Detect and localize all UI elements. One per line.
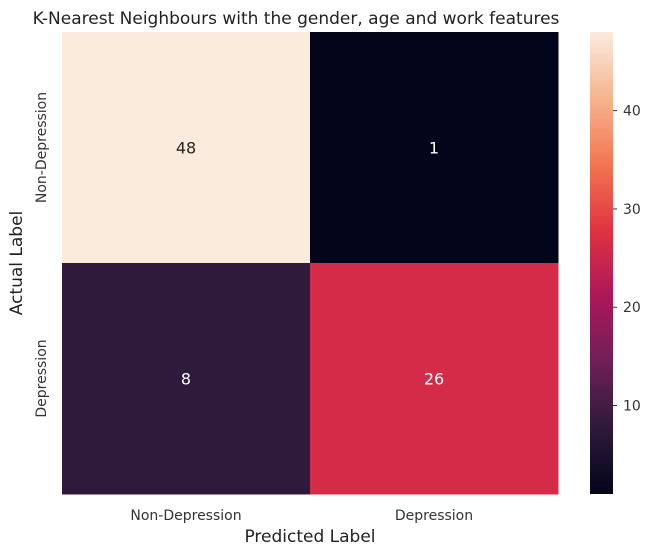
colorbar bbox=[590, 32, 613, 494]
colorbar-tick-label: 30 bbox=[623, 202, 641, 218]
colorbar-ticks: 10 20 30 40 bbox=[613, 104, 641, 415]
heatmap-cell bbox=[62, 32, 311, 264]
heatmap-cell bbox=[310, 263, 559, 495]
cell-value-label: 26 bbox=[424, 370, 444, 389]
heatmap-cells bbox=[62, 32, 559, 495]
y-tick-label: Non-Depression bbox=[34, 92, 50, 203]
x-tick-labels: Non-Depression Depression bbox=[130, 508, 473, 524]
x-tick-label: Depression bbox=[395, 508, 473, 524]
cell-value-label: 48 bbox=[176, 139, 196, 158]
chart-title: K-Nearest Neighbours with the gender, ag… bbox=[33, 9, 560, 29]
heatmap-cell-labels: 48 1 8 26 bbox=[176, 139, 444, 389]
y-axis-label: Actual Label bbox=[7, 211, 27, 316]
heatmap-cell bbox=[62, 263, 311, 495]
x-axis-label: Predicted Label bbox=[244, 527, 375, 547]
cell-value-label: 1 bbox=[429, 139, 439, 158]
heatmap-cell bbox=[310, 32, 559, 264]
cell-value-label: 8 bbox=[181, 370, 191, 389]
colorbar-tick-label: 40 bbox=[623, 104, 641, 120]
y-tick-label: Depression bbox=[34, 339, 50, 417]
colorbar-tick-label: 10 bbox=[623, 399, 641, 415]
y-tick-labels: Non-Depression Depression bbox=[34, 92, 50, 418]
colorbar-tick-label: 20 bbox=[623, 300, 641, 316]
x-tick-label: Non-Depression bbox=[130, 508, 241, 524]
